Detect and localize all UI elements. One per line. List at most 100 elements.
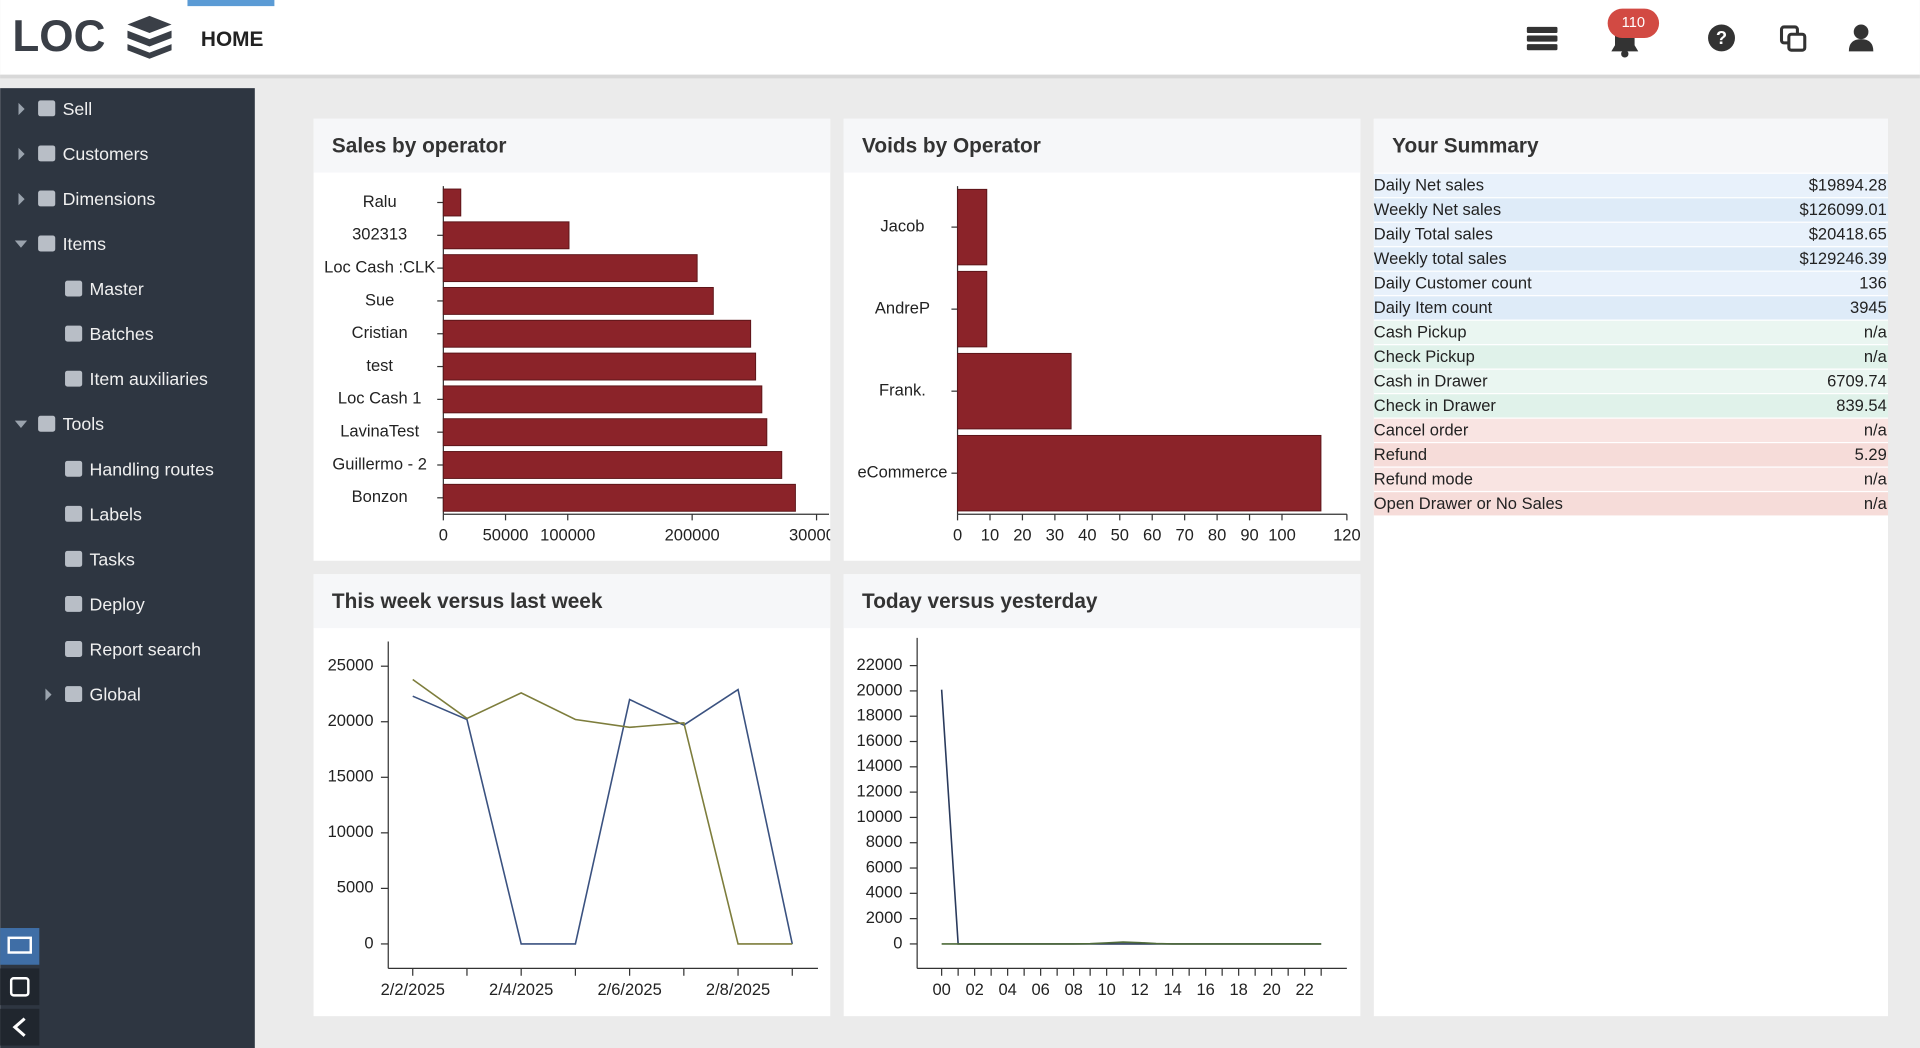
- menu-item[interactable]: Sell: [63, 99, 93, 119]
- expand-arrow[interactable]: [18, 147, 25, 161]
- summary-value: n/a: [1864, 469, 1888, 488]
- panel-title: Today versus yesterday: [862, 590, 1098, 613]
- summary-row: [1373, 443, 1889, 467]
- menu-item[interactable]: Tools: [63, 414, 105, 434]
- menu-icon: [38, 145, 56, 162]
- summary-label: Weekly Net sales: [1374, 200, 1501, 219]
- sidebar-menu: Sell Customers Dimensions Items Master Batche…: [14, 99, 214, 705]
- x-tick-label: 14: [1163, 980, 1181, 999]
- menu-item[interactable]: Global: [90, 685, 141, 705]
- home-tab[interactable]: HOME: [201, 28, 264, 51]
- summary-value: 839.54: [1836, 396, 1887, 415]
- y-tick-label: Loc Cash 1: [338, 389, 422, 408]
- collapse-arrow[interactable]: [14, 240, 28, 248]
- x-tick-label: 10: [981, 526, 999, 545]
- series-line: [412, 688, 794, 945]
- x-tick-label: 0: [439, 526, 448, 545]
- summary-value: $129246.39: [1800, 249, 1887, 268]
- x-tick-label: 2/6/2025: [597, 980, 661, 999]
- x-tick-label: 70: [1175, 526, 1193, 545]
- y-tick-label: 14000: [857, 756, 903, 775]
- summary-value: n/a: [1864, 420, 1888, 439]
- x-tick-label: 50000: [483, 526, 529, 545]
- x-tick-label: 20: [1262, 980, 1280, 999]
- y-tick-label: Loc Cash :CLK: [324, 257, 435, 276]
- summary-row: [1373, 222, 1889, 247]
- switch-button[interactable]: [0, 968, 40, 1006]
- y-tick-label: 12000: [857, 781, 903, 800]
- y-tick-label: Ralu: [363, 192, 397, 211]
- menu-item[interactable]: Customers: [63, 144, 149, 164]
- collapse-icon: [12, 1017, 26, 1037]
- x-tick-label: 18: [1229, 980, 1247, 999]
- summary-value: 6709.74: [1827, 371, 1887, 390]
- panel-title: Sales by operator: [332, 134, 507, 157]
- server-icon[interactable]: [1526, 26, 1558, 51]
- menu-item[interactable]: Item auxiliaries: [90, 369, 208, 389]
- menu-item[interactable]: Labels: [90, 504, 142, 524]
- summary-label: Open Drawer or No Sales: [1374, 494, 1563, 513]
- menu-item[interactable]: Tasks: [90, 549, 135, 569]
- expand-arrow[interactable]: [18, 102, 25, 116]
- menu-item[interactable]: Items: [63, 234, 107, 254]
- y-tick-label: 0: [893, 933, 902, 952]
- x-tick-label: 12: [1130, 980, 1148, 999]
- x-tick-label: 2/4/2025: [489, 980, 553, 999]
- y-tick-label: 10000: [857, 807, 903, 826]
- menu-icon: [65, 370, 83, 387]
- summary-label: Daily Total sales: [1374, 224, 1493, 243]
- y-tick-label: 5000: [337, 878, 374, 897]
- summary-row: [1373, 173, 1889, 198]
- y-tick-label: 6000: [866, 857, 903, 876]
- x-tick-label: 0: [953, 526, 962, 545]
- summary-label: Cash in Drawer: [1374, 371, 1488, 390]
- menu-icon: [65, 550, 83, 567]
- header-shadow: [0, 74, 1920, 79]
- y-tick-label: 0: [364, 933, 373, 952]
- x-tick-label: 120: [1333, 526, 1361, 545]
- menu-icon: [65, 641, 83, 657]
- y-tick-label: 25000: [328, 656, 374, 675]
- x-tick-label: 08: [1064, 980, 1082, 999]
- y-tick-label: 20000: [857, 680, 903, 699]
- menu-item[interactable]: Dimensions: [63, 189, 156, 209]
- notifications-icon[interactable]: 110: [1607, 8, 1660, 58]
- x-tick-label: 2/2/2025: [381, 980, 445, 999]
- collapse-button[interactable]: [0, 1008, 40, 1046]
- bar: [442, 221, 570, 250]
- menu-item[interactable]: Deploy: [90, 594, 145, 614]
- menu-icon: [65, 595, 83, 612]
- user-icon[interactable]: [1848, 24, 1874, 52]
- windows-icon[interactable]: [1779, 25, 1807, 52]
- y-tick-label: 8000: [866, 832, 903, 851]
- expand-arrow[interactable]: [45, 688, 52, 701]
- menu-item[interactable]: Handling routes: [90, 459, 214, 479]
- panel-title: This week versus last week: [332, 590, 603, 613]
- collapse-arrow[interactable]: [14, 420, 28, 429]
- menu-icon: [65, 460, 83, 477]
- x-tick-label: 04: [998, 980, 1016, 999]
- week-chart: 0 5000 10000 15000 20000 25000 2/2/2025 2/4/202…: [328, 641, 818, 999]
- summary-label: Daily Net sales: [1374, 175, 1484, 194]
- summary-value: n/a: [1864, 347, 1888, 366]
- y-tick-label: 22000: [857, 655, 903, 674]
- x-tick-label: 40: [1078, 526, 1096, 545]
- expand-arrow[interactable]: [18, 192, 25, 206]
- series-line: [412, 678, 793, 945]
- menu-item[interactable]: Master: [90, 279, 144, 299]
- summary-row: [1373, 271, 1889, 296]
- summary-label: Check in Drawer: [1374, 396, 1497, 415]
- summary-label: Daily Customer count: [1374, 273, 1532, 292]
- summary-value: n/a: [1864, 322, 1888, 341]
- summary-label: Check Pickup: [1374, 347, 1475, 366]
- bar: [442, 352, 757, 381]
- x-tick-label: 30: [1046, 526, 1064, 545]
- menu-item[interactable]: Report search: [90, 640, 201, 660]
- y-tick-label: Jacob: [880, 216, 924, 235]
- y-tick-label: 4000: [866, 883, 903, 902]
- menu-item[interactable]: Batches: [90, 324, 154, 344]
- help-icon[interactable]: ?: [1708, 24, 1735, 52]
- summary-row: [1373, 418, 1889, 442]
- desktop-button[interactable]: [0, 928, 40, 965]
